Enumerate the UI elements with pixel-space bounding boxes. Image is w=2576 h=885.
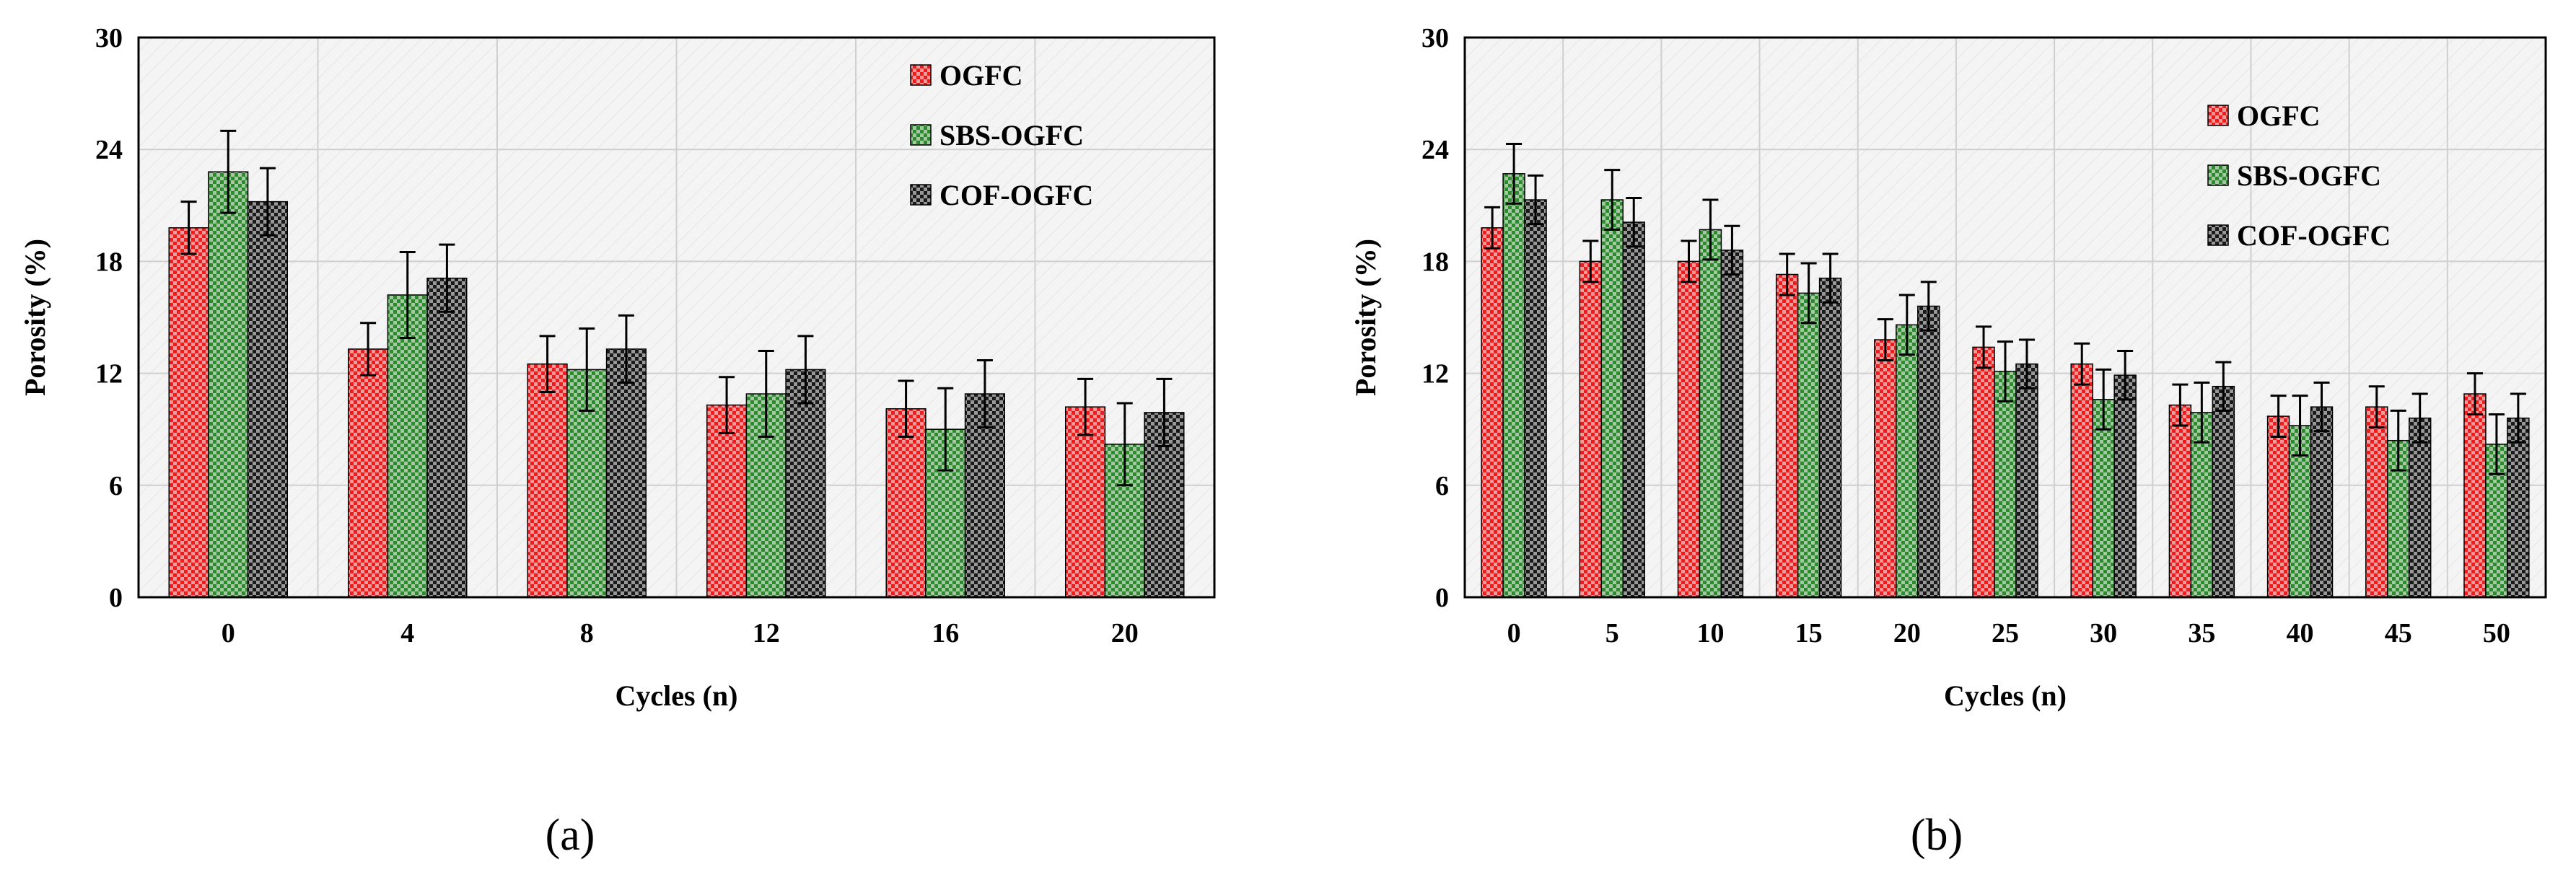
legend-label-ogfc: OGFC — [2237, 100, 2321, 132]
bar-sbs-ogfc-0 — [208, 171, 249, 598]
x-tick-label: 50 — [2483, 618, 2510, 648]
x-tick-label: 16 — [932, 618, 959, 648]
y-tick-label: 18 — [1421, 247, 1449, 277]
bar-ogfc-30 — [2070, 363, 2093, 598]
legend-swatch-sbs-ogfc — [2207, 164, 2229, 186]
bar-sbs-ogfc-25 — [1994, 371, 2017, 598]
y-tick-label: 24 — [95, 135, 123, 165]
bar-ogfc-40 — [2266, 415, 2290, 598]
x-tick-label: 45 — [2385, 618, 2412, 648]
legend-label-sbs-ogfc: SBS-OGFC — [2237, 159, 2381, 192]
bar-sbs-ogfc-0 — [1502, 173, 1525, 598]
bar-ogfc-25 — [1972, 346, 1995, 598]
x-tick-label: 0 — [1507, 618, 1521, 648]
y-tick-label: 30 — [1421, 23, 1449, 53]
bar-ogfc-8 — [527, 363, 568, 598]
legend-swatch-ogfc — [910, 64, 932, 86]
bar-sbs-ogfc-20 — [1896, 324, 1919, 598]
bar-ogfc-15 — [1775, 273, 1799, 598]
bar-ogfc-35 — [2168, 404, 2192, 598]
y-tick-label: 18 — [95, 247, 123, 277]
bar-ogfc-50 — [2463, 393, 2487, 598]
bar-ogfc-20 — [1064, 406, 1106, 598]
bar-cof-ogfc-4 — [426, 277, 468, 598]
panel-label: (b) — [1911, 811, 1963, 860]
y-tick-label: 12 — [1421, 359, 1449, 389]
bar-ogfc-10 — [1677, 260, 1701, 598]
x-tick-label: 35 — [2188, 618, 2215, 648]
x-tick-label: 15 — [1795, 618, 1823, 648]
bar-cof-ogfc-50 — [2507, 417, 2530, 598]
y-axis-label: Porosity (%) — [19, 239, 51, 396]
chart-panel-a: 0 6 12 18 24 30 0 4 8 12 16 20 Cycles (n) Porosity (%… — [19, 23, 1216, 860]
bar-ogfc-0 — [1481, 227, 1504, 598]
bar-cof-ogfc-35 — [2212, 385, 2235, 598]
x-tick-label: 20 — [1893, 618, 1921, 648]
bar-ogfc-4 — [347, 348, 389, 598]
legend-swatch-cof-ogfc — [910, 184, 932, 206]
bar-ogfc-20 — [1874, 339, 1897, 598]
bar-cof-ogfc-40 — [2310, 406, 2334, 598]
y-tick-label: 0 — [109, 583, 123, 613]
y-tick-label: 6 — [1435, 471, 1449, 501]
bar-sbs-ogfc-10 — [1699, 229, 1722, 598]
legend-label-ogfc: OGFC — [939, 59, 1023, 92]
bar-ogfc-45 — [2365, 406, 2388, 598]
y-tick-label: 24 — [1421, 135, 1449, 165]
bar-cof-ogfc-45 — [2408, 417, 2432, 598]
bar-ogfc-0 — [168, 227, 209, 598]
x-tick-label: 5 — [1605, 618, 1619, 648]
bar-cof-ogfc-30 — [2113, 374, 2137, 598]
bar-cof-ogfc-5 — [1622, 221, 1645, 598]
bar-cof-ogfc-25 — [2015, 363, 2038, 598]
x-tick-label: 20 — [1111, 618, 1139, 648]
x-axis-label: Cycles (n) — [615, 679, 738, 712]
legend-swatch-cof-ogfc — [2207, 224, 2229, 246]
x-tick-label: 25 — [1992, 618, 2019, 648]
legend-swatch-ogfc — [2207, 105, 2229, 126]
x-tick-label: 8 — [580, 618, 594, 648]
bar-sbs-ogfc-30 — [2092, 399, 2115, 598]
bar-sbs-ogfc-5 — [1600, 199, 1624, 598]
bar-cof-ogfc-0 — [247, 201, 289, 598]
bar-sbs-ogfc-4 — [387, 294, 428, 598]
legend-swatch-sbs-ogfc — [910, 124, 932, 146]
bar-sbs-ogfc-15 — [1797, 292, 1821, 598]
bar-cof-ogfc-15 — [1818, 277, 1842, 598]
bar-ogfc-5 — [1579, 260, 1603, 598]
chart-panel-b: 0 6 12 18 24 30 0 5 10 15 20 25 30 35 40 45 50 Cycles (n)… — [1349, 23, 2547, 860]
plot-frame — [137, 36, 1216, 599]
panel-label: (a) — [546, 811, 595, 860]
bar-cof-ogfc-8 — [605, 348, 647, 598]
legend-label-sbs-ogfc: SBS-OGFC — [939, 119, 1084, 151]
bar-cof-ogfc-10 — [1720, 250, 1744, 598]
x-tick-label: 30 — [2090, 618, 2117, 648]
x-tick-label: 0 — [222, 618, 235, 648]
plot-frame — [1463, 36, 2547, 599]
bar-cof-ogfc-0 — [1524, 199, 1547, 598]
x-tick-label: 10 — [1696, 618, 1724, 648]
y-tick-label: 30 — [95, 23, 123, 53]
legend-label-cof-ogfc: COF-OGFC — [2237, 219, 2391, 252]
x-tick-label: 12 — [753, 618, 780, 648]
x-tick-label: 40 — [2287, 618, 2314, 648]
y-axis-label: Porosity (%) — [1349, 239, 1382, 396]
y-tick-label: 0 — [1435, 583, 1449, 613]
x-axis-label: Cycles (n) — [1944, 679, 2067, 712]
bar-cof-ogfc-20 — [1917, 305, 1940, 598]
y-tick-label: 12 — [95, 359, 123, 389]
bar-ogfc-12 — [706, 404, 748, 598]
y-tick-label: 6 — [109, 471, 123, 501]
x-tick-label: 4 — [400, 618, 414, 648]
legend-label-cof-ogfc: COF-OGFC — [939, 179, 1093, 211]
